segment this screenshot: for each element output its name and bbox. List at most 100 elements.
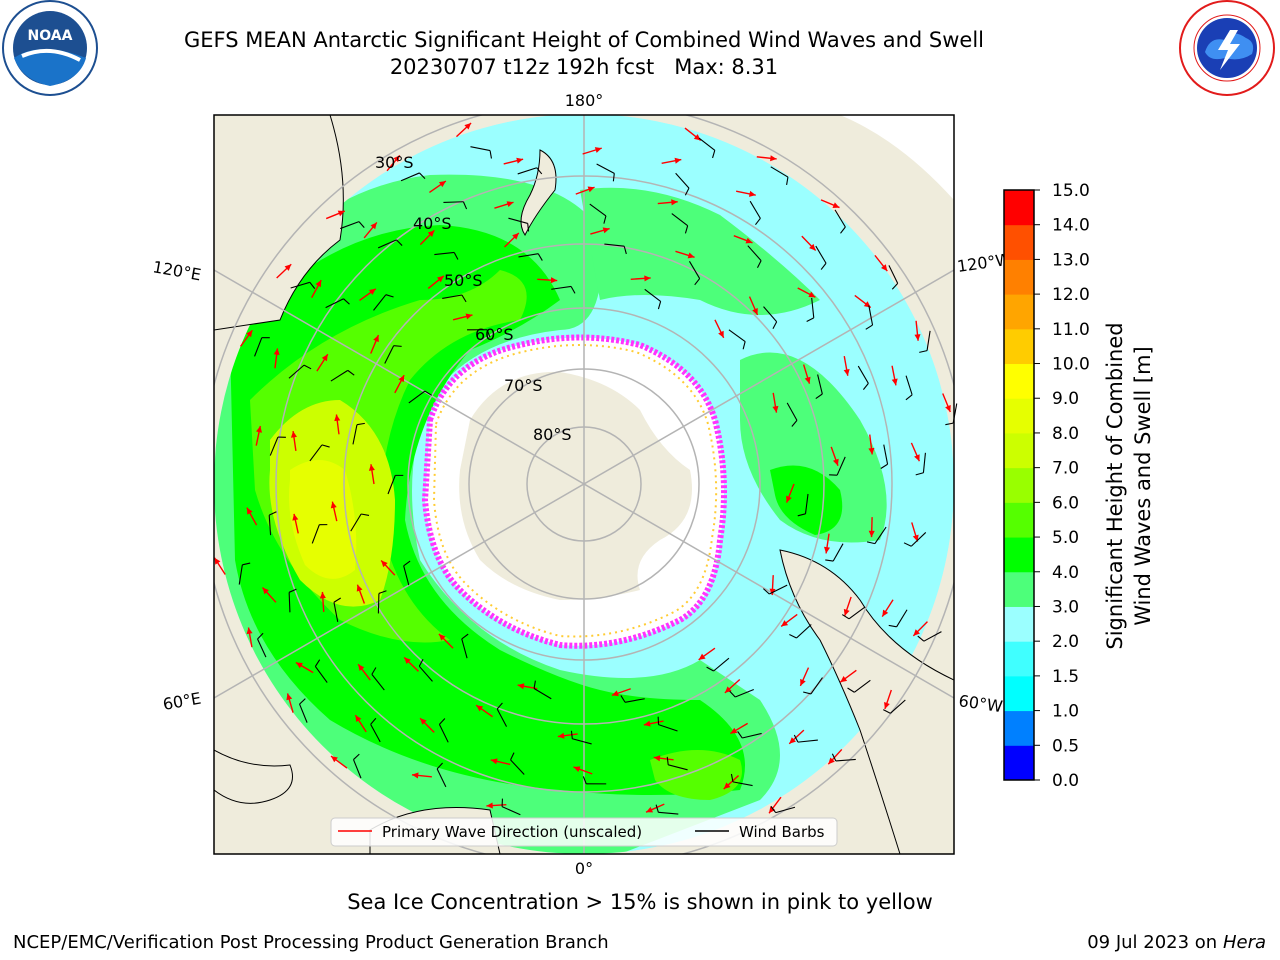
wind-barb (268, 515, 272, 536)
wind-barb (572, 738, 592, 745)
wind-barb (551, 285, 572, 290)
wind-barb (288, 592, 291, 613)
wind-barb (874, 526, 887, 544)
wind-barb-flag (815, 393, 823, 400)
lat-label-80s: 80°S (533, 425, 572, 444)
wind-barb-flag (791, 419, 798, 427)
wave-arrowhead (693, 134, 701, 141)
wind-barb-flag (424, 390, 432, 396)
wind-barb-flag (603, 215, 607, 224)
wind-barb-flag (347, 369, 355, 376)
wind-barb (896, 609, 908, 628)
wind-barb-flag (536, 167, 543, 175)
wave-arrowhead (370, 222, 377, 230)
wind-barb (370, 724, 381, 743)
wind-barb (926, 330, 931, 351)
map-panel (214, 115, 954, 854)
wave-arrowhead (486, 802, 493, 809)
colorbar-label-line2: Wind Waves and Swell [m] (1131, 346, 1155, 626)
wind-barb (442, 294, 463, 300)
wind-barb (671, 213, 688, 227)
wave-arrowhead (420, 718, 427, 725)
wave-arrowhead (832, 202, 840, 208)
wave-arrowhead (687, 252, 695, 259)
lat-label-30s: 30°S (375, 153, 414, 172)
land-south-america (779, 549, 954, 854)
wind-barb (624, 698, 645, 703)
wave-arrowhead (781, 620, 789, 627)
colorbar-tick-label: 11.0 (1052, 320, 1090, 340)
wave-arrowhead (913, 629, 920, 636)
wind-barb-flag (570, 730, 573, 739)
wave-arrowhead (516, 157, 524, 164)
wave-arrowhead (517, 683, 525, 690)
wind-barb-flag (803, 691, 812, 695)
colorbar-segment (1004, 745, 1034, 781)
wind-barb-flag (684, 225, 689, 234)
wind-barb-flag (620, 695, 626, 703)
wind-barb-flag (288, 588, 297, 593)
wind-barb-flag (268, 511, 277, 516)
wind-barb-flag (582, 776, 587, 785)
colorbar-tick-label: 12.0 (1052, 285, 1090, 305)
wind-barb-flag (623, 246, 627, 255)
wind-barb-flag (533, 680, 536, 689)
wave-arrowhead (752, 307, 758, 315)
wave-arrowhead (319, 591, 326, 599)
wind-barb (848, 606, 866, 620)
wave-arrowhead (262, 587, 269, 595)
land-australia (214, 115, 344, 331)
colorbar-segment (1004, 398, 1034, 434)
colorbar-segment (1004, 363, 1034, 399)
wave-arrowhead (490, 758, 498, 765)
wave-arrowhead (723, 782, 731, 789)
colorbar-tick-label: 2.0 (1052, 632, 1079, 652)
colorbar-tick-label: 15.0 (1052, 181, 1090, 201)
wind-barb-flag (570, 286, 576, 294)
colorbar-segment (1004, 710, 1034, 746)
wave-arrowhead (398, 375, 405, 383)
colorbar-segment (1004, 467, 1034, 503)
wind-barb-flag (883, 709, 891, 714)
wave-arrowhead (646, 806, 654, 813)
lon-label-upper-left: 120°E (151, 257, 202, 284)
legend-wave-label: Primary Wave Direction (unscaled) (382, 823, 642, 841)
wind-barb-flag (303, 364, 312, 370)
wind-barb-flag (772, 321, 778, 330)
wave-arrowhead (476, 705, 484, 712)
wind-barb (910, 532, 927, 547)
colorbar-segment (1004, 190, 1034, 226)
wave-arrowhead (321, 354, 328, 362)
wind-barb-flag (461, 633, 469, 640)
wind-barb (371, 674, 385, 691)
wave-arrowhead (550, 277, 558, 284)
wind-barb-flag (371, 667, 377, 675)
wave-arrowhead (772, 405, 779, 413)
wind-barb-flag (496, 702, 503, 710)
wave-arrowhead (334, 414, 341, 422)
wave-arrowhead (828, 757, 835, 765)
wave-arrowhead (337, 210, 345, 217)
corner-white (840, 115, 954, 200)
wind-barb-flag (257, 632, 264, 640)
wave-arrowhead (745, 237, 753, 244)
colorbar-tick-label: 14.0 (1052, 216, 1090, 236)
wind-barb (373, 294, 387, 311)
colorbar-tick-label: 9.0 (1052, 389, 1079, 409)
wind-barb (408, 390, 426, 404)
wind-barb-flag (820, 262, 827, 270)
wave-arrowhead (698, 653, 706, 660)
wind-barb (796, 624, 812, 639)
wave-arrowhead (730, 727, 738, 734)
sea-ice-note: Sea Ice Concentration > 15% is shown in … (347, 890, 933, 914)
wind-barb-flag (657, 301, 662, 310)
wind-barb-flag (756, 260, 762, 268)
wave-arrowhead (840, 676, 848, 683)
wind-barb-flag (786, 176, 789, 186)
wind-barb (269, 436, 279, 456)
wind-barb (508, 217, 528, 224)
wind-barb-flag (393, 345, 402, 347)
wind-barb (384, 345, 395, 364)
wave-arrowhead (643, 720, 651, 727)
wind-barb-flag (461, 294, 467, 303)
